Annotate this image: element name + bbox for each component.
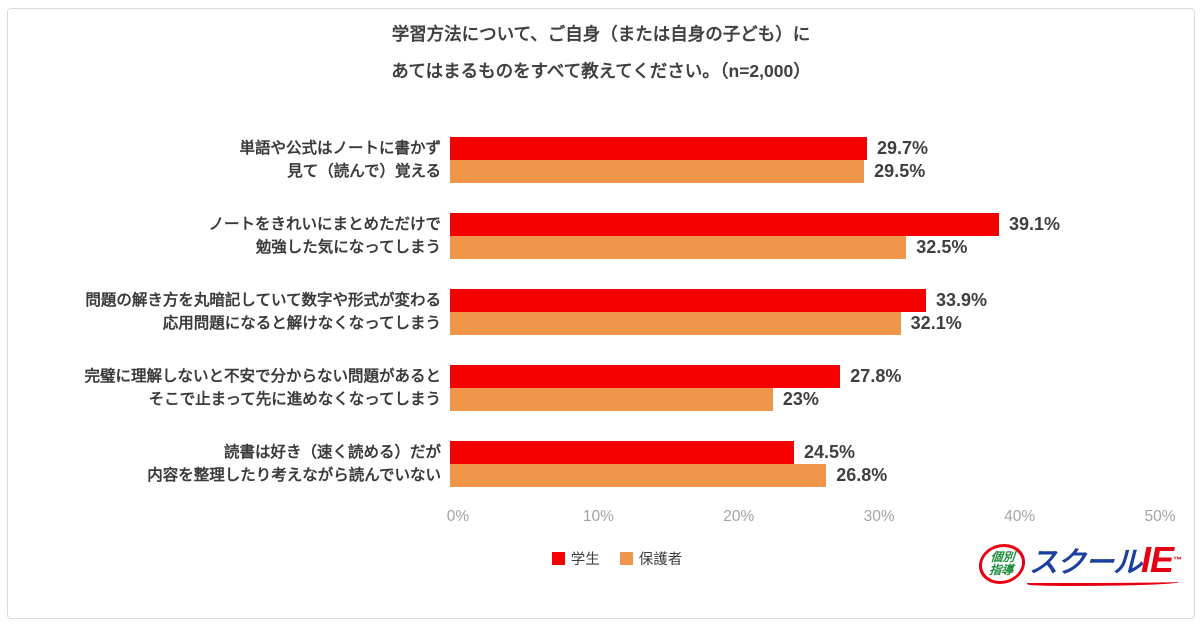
x-axis-tick: 20% xyxy=(723,508,755,525)
x-axis-tick: 10% xyxy=(582,508,614,525)
parent-legend-swatch xyxy=(619,552,633,565)
student-value-label: 33.9% xyxy=(935,290,987,310)
logo-oval-line2: 指導 xyxy=(988,563,1015,577)
logo-text: スクールIE™ xyxy=(1026,539,1182,588)
student-legend-swatch xyxy=(551,552,565,565)
student-bar xyxy=(450,289,926,312)
student-bar xyxy=(450,441,794,464)
bar-groups: 単語や公式はノートに書かず 見て（読んで）覚える 29.7% 29.5% ノート… xyxy=(8,137,1198,517)
student-bar-row: 29.7% xyxy=(450,137,1152,160)
category-group: 単語や公式はノートに書かず 見て（読んで）覚える 29.7% 29.5% xyxy=(8,137,1198,183)
category-label: 完璧に理解しないと不安で分からない問題があると そこで止まって先に進めなくなって… xyxy=(8,365,450,411)
category-label-line2: そこで止まって先に進めなくなってしまう xyxy=(148,391,441,408)
school-ie-logo: 個別 指導 スクールIE™ xyxy=(976,539,1182,588)
x-axis: 0% 10% 20% 30% 40% 50% xyxy=(447,508,1176,530)
x-axis-tick: 30% xyxy=(863,508,895,525)
parent-value-label: 26.8% xyxy=(836,465,888,485)
parent-bar-row: 29.5% xyxy=(450,160,1152,183)
category-label: 単語や公式はノートに書かず 見て（読んで）覚える xyxy=(8,137,450,183)
student-bar xyxy=(450,137,867,160)
student-value-label: 27.8% xyxy=(850,366,902,386)
x-axis-tick: 40% xyxy=(1004,508,1036,525)
student-bar-row: 33.9% xyxy=(450,289,1152,312)
category-label-line2: 勉強した気になってしまう xyxy=(255,239,441,256)
parent-bar-row: 32.5% xyxy=(450,236,1152,259)
logo-school-text: スクール xyxy=(1028,547,1142,579)
category-label: 読書は好き（速く読める）だが 内容を整理したり考えながら読んでいない xyxy=(8,441,450,487)
category-label-line2: 内容を整理したり考えながら読んでいない xyxy=(147,467,441,484)
parent-value-label: 29.5% xyxy=(874,161,926,181)
student-value-label: 24.5% xyxy=(803,442,856,462)
student-bar xyxy=(450,213,999,236)
category-label-line2: 見て（読んで）覚える xyxy=(287,163,441,180)
student-value-label: 29.7% xyxy=(876,138,929,158)
chart-title-line1: 学習方法について、ご自身（または自身の子ども）に xyxy=(391,24,811,44)
category-label-line1: 読書は好き（速く読める）だが xyxy=(223,444,441,461)
bar-pair: 39.1% 32.5% xyxy=(450,213,1152,259)
parent-bar xyxy=(450,312,901,335)
parent-bar xyxy=(450,388,773,411)
student-legend-label: 学生 xyxy=(570,552,600,568)
parent-value-label: 23% xyxy=(782,389,819,409)
parent-legend-label: 保護者 xyxy=(638,552,683,568)
bar-pair: 29.7% 29.5% xyxy=(450,137,1152,183)
logo-ie-text: IE xyxy=(1140,539,1174,580)
kobetsu-shidou-oval-icon: 個別 指導 xyxy=(976,544,1028,584)
logo-tm-mark: ™ xyxy=(1173,555,1182,565)
parent-bar-row: 32.1% xyxy=(450,312,1152,335)
legend-item-parent: 保護者 xyxy=(619,548,683,569)
parent-bar xyxy=(450,160,865,183)
category-label-line1: 問題の解き方を丸暗記していて数字や形式が変わる xyxy=(85,292,441,309)
category-label-line1: 完璧に理解しないと不安で分からない問題があると xyxy=(84,368,441,385)
bar-pair: 24.5% 26.8% xyxy=(450,441,1152,487)
chart-title-line2: あてはまるものをすべて教えてください。（n=2,000） xyxy=(391,61,811,81)
chart-title: 学習方法について、ご自身（または自身の子ども）に あてはまるものをすべて教えてく… xyxy=(0,16,1202,90)
parent-bar-row: 23% xyxy=(450,388,1152,411)
category-group: 読書は好き（速く読める）だが 内容を整理したり考えながら読んでいない 24.5%… xyxy=(8,441,1198,487)
parent-bar xyxy=(450,464,827,487)
student-value-label: 39.1% xyxy=(1008,214,1060,234)
parent-bar xyxy=(450,236,907,259)
student-bar-row: 39.1% xyxy=(450,213,1152,236)
category-label-line1: 単語や公式はノートに書かず xyxy=(239,140,441,157)
category-group: ノートをきれいにまとめただけで 勉強した気になってしまう 39.1% 32.5% xyxy=(8,213,1198,259)
student-bar-row: 27.8% xyxy=(450,365,1152,388)
student-bar xyxy=(450,365,841,388)
student-bar-row: 24.5% xyxy=(450,441,1152,464)
category-group: 完璧に理解しないと不安で分からない問題があると そこで止まって先に進めなくなって… xyxy=(8,365,1198,411)
legend-item-student: 学生 xyxy=(551,548,600,569)
x-axis-tick: 50% xyxy=(1144,508,1176,525)
bar-pair: 33.9% 32.1% xyxy=(450,289,1152,335)
legend: 学生 保護者 xyxy=(0,548,1202,569)
logo-swoosh-underline-icon xyxy=(1026,580,1180,586)
parent-value-label: 32.5% xyxy=(916,237,968,257)
category-label: 問題の解き方を丸暗記していて数字や形式が変わる 応用問題になると解けなくなってし… xyxy=(8,289,450,335)
category-label-line2: 応用問題になると解けなくなってしまう xyxy=(162,315,441,332)
parent-bar-row: 26.8% xyxy=(450,464,1152,487)
category-label-line1: ノートをきれいにまとめただけで xyxy=(208,216,441,233)
x-axis-tick: 0% xyxy=(446,508,470,525)
category-group: 問題の解き方を丸暗記していて数字や形式が変わる 応用問題になると解けなくなってし… xyxy=(8,289,1198,335)
parent-value-label: 32.1% xyxy=(910,313,962,333)
category-label: ノートをきれいにまとめただけで 勉強した気になってしまう xyxy=(8,213,450,259)
bar-pair: 27.8% 23% xyxy=(450,365,1152,411)
